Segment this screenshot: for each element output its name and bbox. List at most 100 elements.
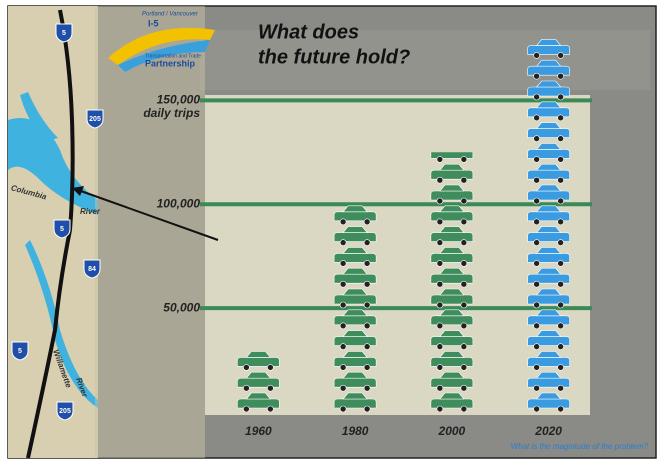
arrow — [77, 189, 219, 241]
car-wheel — [436, 280, 444, 288]
car-wheel — [533, 156, 540, 163]
car-wheel — [243, 364, 250, 371]
car-cabin — [535, 247, 562, 254]
car-wheel — [436, 384, 444, 392]
car-wheel — [363, 218, 371, 226]
car-wheel — [557, 364, 564, 371]
car-wheel — [533, 260, 540, 267]
car-wheel — [533, 218, 540, 226]
car-wheel — [267, 405, 274, 412]
car-body — [430, 273, 474, 284]
car-cabin — [439, 267, 465, 275]
car-body — [333, 294, 377, 305]
car-stack — [430, 152, 474, 412]
car-wheel — [460, 280, 468, 288]
car-cabin — [245, 371, 272, 379]
logo-text: I-5 — [148, 18, 159, 28]
car-body — [430, 294, 474, 305]
car-body — [430, 232, 474, 242]
car-cabin — [342, 205, 368, 213]
car-wheel — [557, 260, 564, 267]
car-body — [527, 273, 570, 284]
car-wheel — [339, 260, 347, 267]
footnote: What is the magnitude of the problem? — [511, 442, 649, 451]
car-body — [527, 149, 570, 159]
car-wheel — [533, 343, 540, 350]
car-wheel — [363, 343, 371, 350]
car-wheel — [339, 239, 347, 246]
shield — [53, 219, 71, 239]
car-body — [527, 336, 570, 346]
car-wheel — [436, 301, 444, 309]
car-wheel — [363, 364, 371, 371]
car-wheel — [339, 218, 347, 226]
car-cabin — [535, 163, 562, 171]
car-wheel — [243, 384, 250, 392]
x-tick-label: 2000 — [438, 424, 466, 438]
shield — [55, 23, 73, 43]
car-wheel — [363, 384, 371, 392]
car-cabin — [342, 351, 368, 358]
car-wheel — [339, 364, 347, 371]
car-cabin — [439, 371, 465, 379]
car-cabin — [439, 330, 465, 337]
car-wheel — [557, 114, 564, 122]
map-label: River — [80, 207, 101, 216]
car-cabin — [245, 351, 272, 358]
car-wheel — [460, 197, 468, 205]
car-wheel — [533, 135, 540, 142]
shield-label: 5 — [18, 348, 22, 355]
car-cabin — [535, 101, 562, 109]
car-cabin — [342, 330, 368, 337]
car-body — [527, 232, 570, 242]
car-cabin — [439, 288, 465, 296]
car-wheel — [339, 301, 347, 309]
car-wheel — [339, 322, 347, 330]
car-wheel — [533, 364, 540, 371]
car-wheel — [460, 301, 468, 309]
shield — [56, 401, 74, 421]
car-body — [430, 357, 474, 367]
car-cabin — [342, 288, 368, 296]
car-wheel — [436, 405, 444, 412]
car-wheel — [533, 384, 540, 392]
car-cabin — [535, 122, 562, 129]
car-cabin — [535, 288, 562, 296]
car-wheel — [533, 114, 540, 122]
car-wheel — [557, 322, 564, 330]
car-cabin — [535, 392, 562, 400]
car-wheel — [533, 176, 540, 184]
shield — [11, 341, 29, 361]
car-wheel — [460, 364, 468, 371]
car-wheel — [436, 239, 444, 246]
arrow-head — [72, 186, 84, 196]
car-cabin — [439, 205, 465, 213]
car-cabin — [535, 267, 562, 275]
car-wheel — [460, 343, 468, 350]
car-wheel — [363, 280, 371, 288]
car-cabin — [535, 184, 562, 192]
river — [25, 240, 98, 408]
car-body — [237, 377, 280, 388]
car-wheel — [363, 260, 371, 267]
x-tick-label: 1960 — [245, 424, 272, 438]
car-wheel — [339, 343, 347, 350]
car-wheel — [533, 72, 540, 80]
car-wheel — [460, 322, 468, 330]
car-body — [527, 357, 570, 367]
car-body — [430, 253, 474, 263]
car-wheel — [436, 176, 444, 184]
car-body — [333, 232, 377, 242]
car-cabin — [535, 309, 562, 317]
car-wheel — [436, 322, 444, 330]
car-wheel — [557, 93, 564, 101]
shield-label: 5 — [62, 30, 66, 37]
car-body — [333, 398, 377, 409]
car-wheel — [436, 343, 444, 350]
car-cabin — [535, 80, 562, 88]
car-body — [527, 398, 570, 409]
logo: Portland / Vancouver I-5 Transportation … — [108, 12, 215, 72]
car-cabin — [342, 247, 368, 254]
car-wheel — [557, 384, 564, 392]
